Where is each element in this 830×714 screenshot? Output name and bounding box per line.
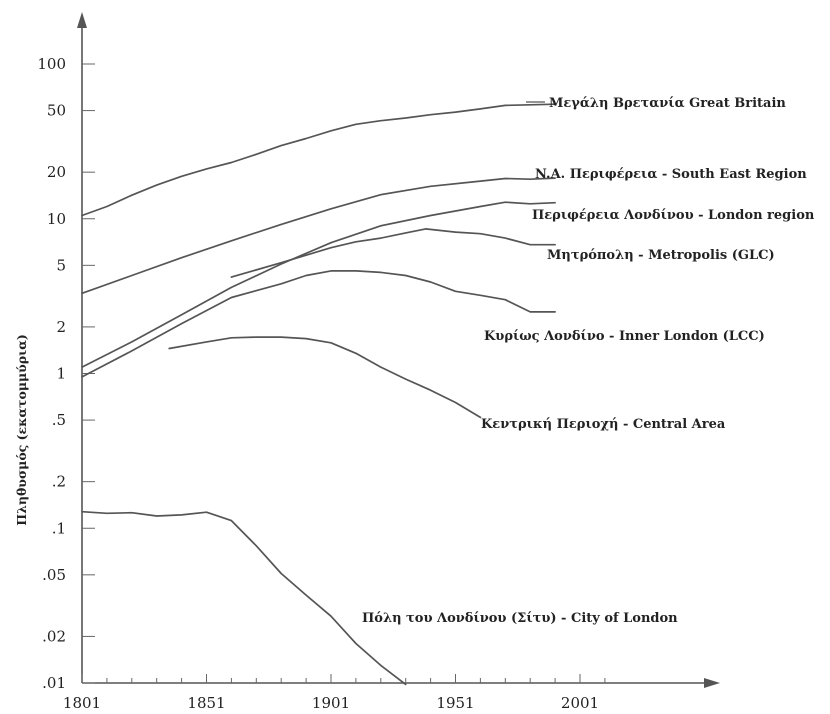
x-ticks: 1801 1851 1901 1951 2001: [63, 674, 606, 712]
x-tick-label: 1951: [436, 694, 474, 712]
y-tick-label: 5: [56, 256, 66, 274]
series-metropolis-glc-label: Μητρόπολη - Metropolis (GLC): [547, 248, 775, 263]
y-tick-label: .05: [42, 566, 66, 584]
series-great-britain-line: [81, 103, 556, 217]
x-tick-label: 1801: [63, 694, 101, 712]
y-tick-label: 1: [56, 365, 66, 383]
x-tick-label: 1851: [187, 694, 225, 712]
y-tick-label: 20: [47, 163, 66, 181]
axes: [77, 12, 720, 688]
series-london-region-line: [81, 201, 556, 368]
y-tick-label: .01: [42, 674, 66, 692]
series-inner-london-lcc-label: Κυρίως Λονδίνο - Inner London (LCC): [484, 329, 765, 344]
x-tick-label: 1901: [312, 694, 350, 712]
series-city-of-london-label: Πόλη του Λονδίνου (Σίτυ) - City of Londo…: [362, 611, 678, 626]
series-city-of-london-line: [81, 510, 407, 686]
y-tick-label: 10: [47, 210, 66, 228]
series-labels: Μεγάλη Βρετανία Great Britain N.A. Περιφέ…: [362, 96, 815, 626]
y-tick-label: 50: [47, 102, 66, 120]
x-axis-arrow: [704, 678, 720, 688]
y-tick-label: .2: [52, 473, 66, 491]
y-axis-arrow: [77, 12, 87, 28]
series-lines: [81, 103, 556, 686]
y-tick-label: .02: [42, 627, 66, 645]
y-tick-label: 2: [56, 318, 66, 336]
y-tick-label: 100: [37, 55, 66, 73]
series-inner-london-lcc-line: [81, 270, 556, 378]
series-south-east-region-line: [81, 177, 556, 295]
y-tick-label: .1: [52, 519, 66, 537]
series-central-area-line: [168, 336, 482, 419]
series-south-east-region-label: N.A. Περιφέρεια - South East Region: [535, 167, 807, 182]
y-tick-label: .5: [52, 411, 66, 429]
series-great-britain-label: Μεγάλη Βρετανία Great Britain: [549, 96, 786, 111]
x-tick-label: 2001: [561, 694, 599, 712]
y-ticks: .01 .02 .05 .1 .2 .5 1 2 5 10 20 50 100: [37, 55, 95, 692]
series-metropolis-glc-line: [230, 228, 556, 278]
y-axis-label: Πληθυσμός (εκατομμύρια): [14, 334, 29, 525]
series-london-region-label: Περιφέρεια Λονδίνου - London region: [532, 208, 815, 223]
series-central-area-label: Κεντρική Περιοχή - Central Area: [481, 417, 726, 432]
